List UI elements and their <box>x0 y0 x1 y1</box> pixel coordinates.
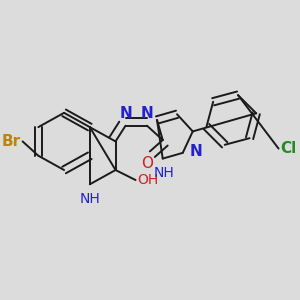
Text: NH: NH <box>80 192 100 206</box>
Text: N: N <box>190 144 203 159</box>
Text: OH: OH <box>137 173 158 187</box>
Text: Br: Br <box>1 134 20 149</box>
Text: Cl: Cl <box>280 141 296 156</box>
Text: NH: NH <box>154 166 175 180</box>
Text: O: O <box>141 156 153 171</box>
Text: N: N <box>141 106 153 122</box>
Text: N: N <box>119 106 132 122</box>
